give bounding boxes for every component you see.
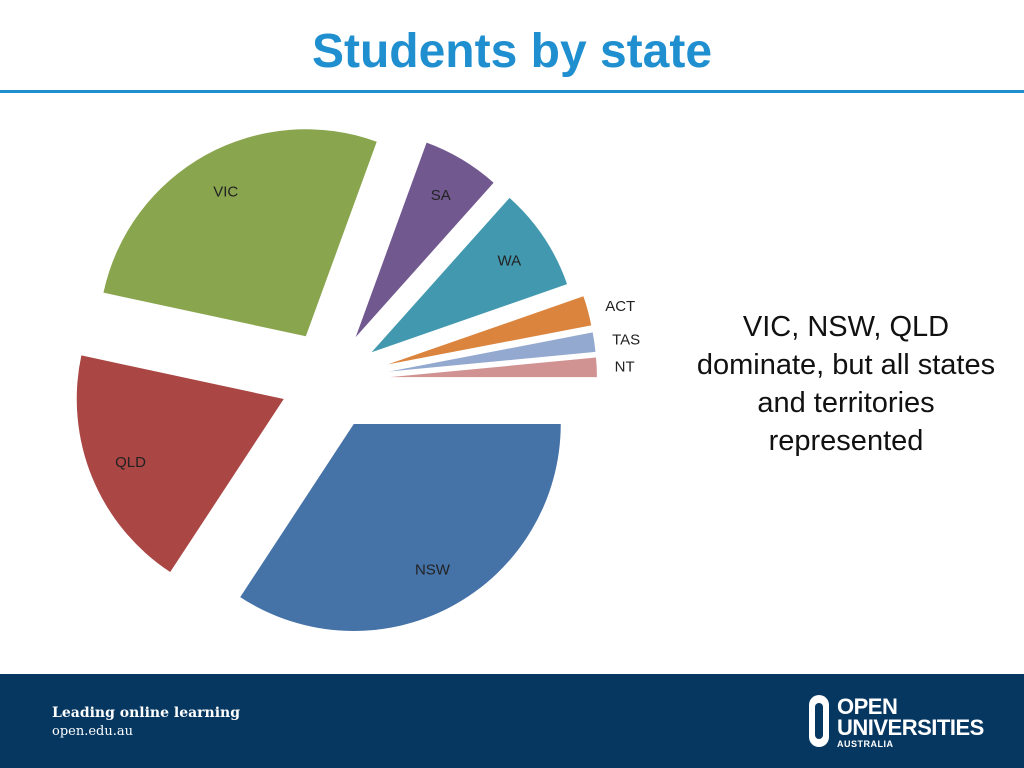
pie-label-nt: NT <box>615 358 635 375</box>
pie-label-wa: WA <box>498 252 522 269</box>
pie-chart: NSW QLD VIC SA WA ACT TAS NT <box>76 129 640 631</box>
pie-label-vic: VIC <box>213 183 238 200</box>
open-universities-logo: OPEN UNIVERSITIES AUSTRALIA <box>808 692 984 752</box>
footer-url[interactable]: open.edu.au <box>52 724 133 739</box>
pie-label-qld: QLD <box>115 454 146 471</box>
pie-slice-nt <box>389 357 597 378</box>
pie-label-sa: SA <box>431 187 451 204</box>
chart-annotation: VIC, NSW, QLD dominate, but all states a… <box>696 311 996 457</box>
pie-label-tas: TAS <box>612 332 640 349</box>
logo-text-open: OPEN <box>837 694 898 719</box>
title-divider <box>0 90 1024 93</box>
footer-bar: Leading online learning open.edu.au OPEN… <box>0 674 1024 768</box>
footer-tagline: Leading online learning <box>52 705 241 721</box>
pie-slice-act <box>387 296 592 365</box>
pie-slice-vic <box>103 129 377 337</box>
pie-slice-nsw <box>240 423 561 631</box>
pie-slice-qld <box>76 355 284 573</box>
pie-slice-wa <box>371 197 568 353</box>
pie-label-act: ACT <box>605 298 635 315</box>
pie-slice-sa <box>355 142 494 338</box>
pie-label-nsw: NSW <box>415 562 451 579</box>
logo-mark-icon <box>809 695 829 747</box>
pie-slice-tas <box>389 332 596 372</box>
slide-title: Students by state <box>311 25 713 78</box>
pie-labels: NSW QLD VIC SA WA ACT TAS NT <box>115 183 640 578</box>
logo-text-universities: UNIVERSITIES <box>837 715 984 740</box>
pie-slices <box>76 129 597 631</box>
logo-text-australia: AUSTRALIA <box>837 739 894 749</box>
